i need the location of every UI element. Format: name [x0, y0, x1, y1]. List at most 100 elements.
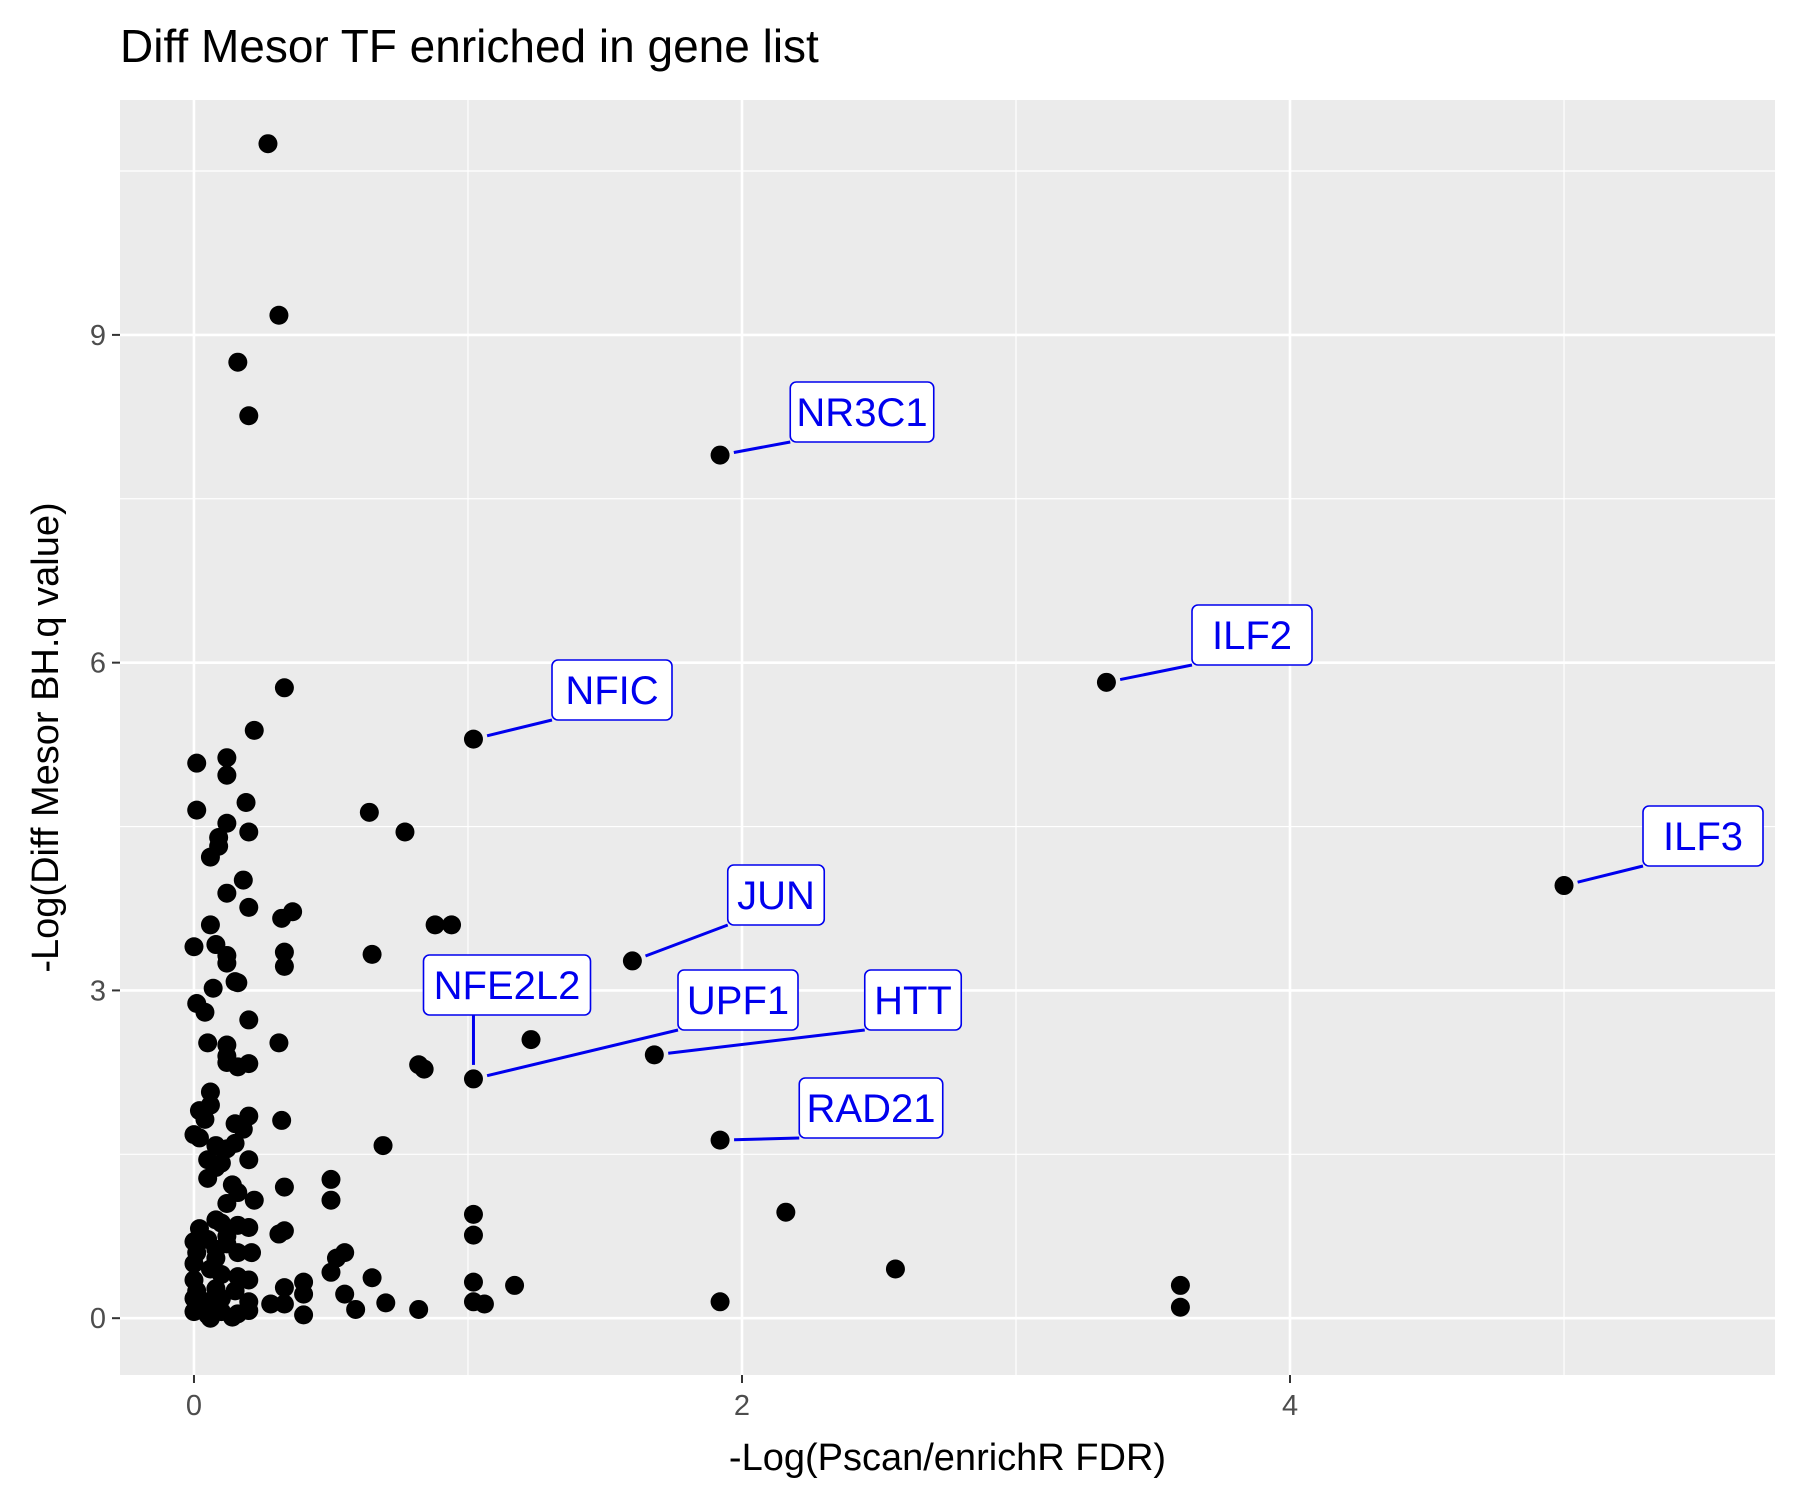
label-box	[789, 381, 935, 443]
data-point	[442, 915, 462, 935]
label-box	[551, 659, 673, 721]
y-tick-label: 6	[90, 648, 106, 680]
data-point	[644, 1045, 664, 1065]
label-leader-line	[668, 1028, 865, 1055]
data-points	[184, 134, 1574, 1328]
data-point	[622, 951, 642, 971]
point-label: NR3C1	[796, 391, 927, 435]
label-leader-line	[734, 1136, 800, 1142]
data-point	[321, 1262, 341, 1282]
data-point	[321, 1190, 341, 1210]
x-tick-label: 0	[186, 1390, 202, 1422]
data-point	[274, 1177, 294, 1197]
point-label: ILF3	[1663, 815, 1743, 859]
data-point	[244, 1190, 264, 1210]
data-point	[269, 305, 289, 325]
data-point	[189, 1128, 209, 1148]
data-point	[1170, 1275, 1190, 1295]
data-point	[521, 1030, 541, 1050]
data-point	[217, 1193, 237, 1213]
data-point	[217, 1226, 237, 1246]
data-point	[239, 897, 259, 917]
data-point	[414, 1059, 434, 1079]
data-point	[409, 1299, 429, 1319]
data-point	[395, 822, 415, 842]
data-point	[294, 1284, 314, 1304]
data-point	[274, 942, 294, 962]
plot-panel	[120, 100, 1775, 1375]
data-point	[710, 445, 730, 465]
y-tick-label: 3	[90, 975, 106, 1007]
data-point	[228, 1057, 248, 1077]
data-point	[1096, 672, 1116, 692]
data-point	[198, 1033, 218, 1053]
data-point	[710, 1130, 730, 1150]
data-point	[359, 802, 379, 822]
data-point	[1170, 1297, 1190, 1317]
data-point	[885, 1259, 905, 1279]
data-point	[236, 793, 256, 813]
data-point	[217, 765, 237, 785]
data-point	[376, 1293, 396, 1313]
data-point	[225, 1133, 245, 1153]
label-box	[1642, 805, 1764, 867]
data-point	[362, 1268, 382, 1288]
data-point	[195, 1002, 215, 1022]
data-point	[463, 1069, 483, 1089]
data-point	[203, 978, 223, 998]
x-tick-label: 4	[1282, 1390, 1298, 1422]
data-point	[274, 1294, 294, 1314]
label-box	[863, 969, 963, 1031]
data-point	[239, 406, 259, 426]
x-axis-ticks: 0 2 4	[186, 1375, 1298, 1422]
data-point	[244, 720, 264, 740]
point-label: NFIC	[565, 669, 658, 713]
data-point	[195, 1109, 215, 1129]
y-tick-label: 9	[90, 320, 106, 352]
label-leader-line	[1577, 864, 1644, 884]
label-leader-line	[644, 923, 729, 958]
data-point	[710, 1292, 730, 1312]
x-tick-label: 2	[734, 1390, 750, 1422]
data-point	[239, 1010, 259, 1030]
y-axis-ticks: 0 3 6 9	[90, 320, 120, 1335]
data-point	[274, 956, 294, 976]
data-point	[463, 1272, 483, 1292]
data-point	[274, 1278, 294, 1298]
data-point	[425, 915, 445, 935]
data-point	[258, 134, 278, 154]
point-label: NFE2L2	[434, 964, 581, 1008]
label-leader-line	[1119, 663, 1193, 682]
label-leader-line	[486, 1028, 679, 1078]
label-box	[422, 954, 592, 1016]
data-point	[239, 1301, 259, 1321]
point-labels: NR3C1 ILF2 NFIC ILF3 JUN NFE2L2 UPF1 HTT RAD21	[422, 381, 1764, 1139]
data-point	[239, 1218, 259, 1238]
data-point	[200, 915, 220, 935]
data-point	[239, 1270, 259, 1290]
data-point	[217, 953, 237, 973]
label-box	[798, 1077, 944, 1139]
data-point	[294, 1305, 314, 1325]
data-point	[233, 870, 253, 890]
point-label: JUN	[737, 874, 815, 918]
data-point	[272, 1110, 292, 1130]
data-point	[272, 908, 292, 928]
data-point	[335, 1284, 355, 1304]
data-point	[187, 753, 207, 773]
label-leader-lines	[471, 440, 1644, 1142]
data-point	[1554, 876, 1574, 896]
data-point	[239, 1150, 259, 1170]
data-point	[463, 1204, 483, 1224]
data-point	[184, 1254, 204, 1274]
x-axis-title: -Log(Pscan/enrichR FDR)	[729, 1437, 1166, 1479]
data-point	[187, 800, 207, 820]
data-point	[228, 1243, 248, 1263]
data-point	[233, 1119, 253, 1139]
data-point	[200, 1082, 220, 1102]
data-point	[274, 1221, 294, 1241]
data-point	[505, 1275, 525, 1295]
data-point	[222, 1307, 242, 1327]
data-point	[211, 1289, 231, 1309]
